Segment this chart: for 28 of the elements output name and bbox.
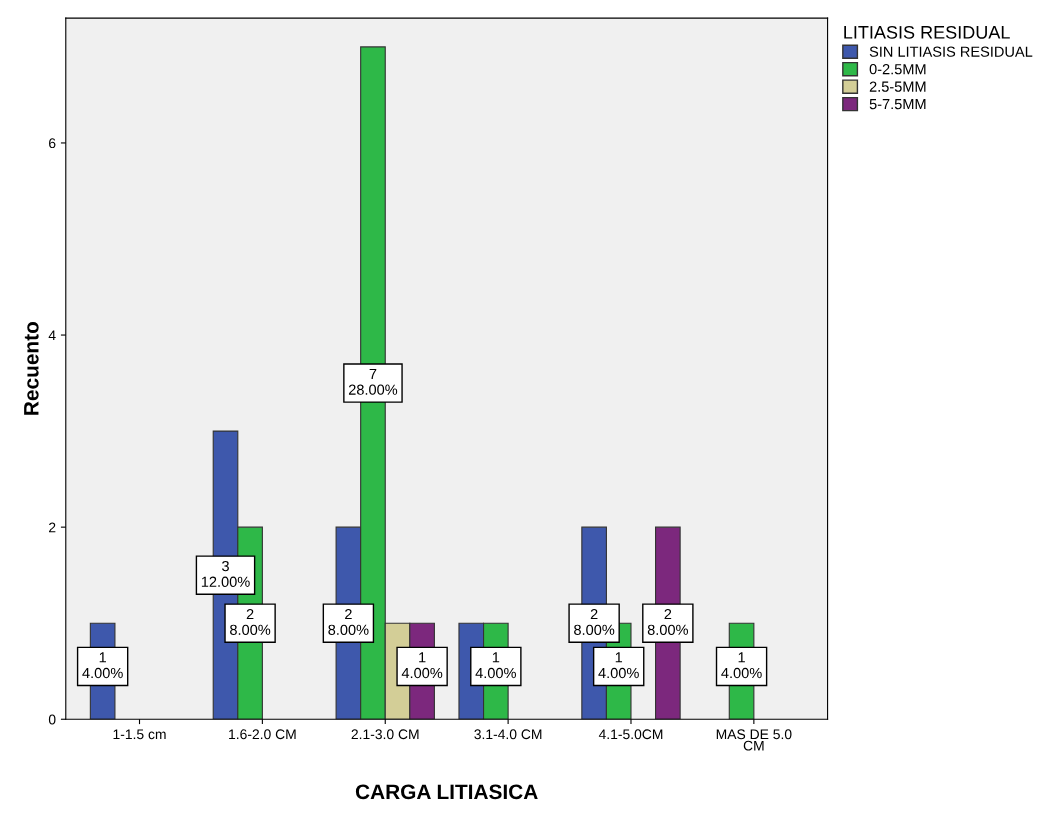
y-tick-label: 2 xyxy=(49,522,56,533)
legend-label: 0-2.5MM xyxy=(869,64,926,75)
y-axis-title: Recuento xyxy=(24,322,39,415)
data-label: 2 8.00% xyxy=(574,608,615,635)
x-tick-label: 3.1-4.0 CM xyxy=(474,729,542,740)
data-label: 1 4.00% xyxy=(721,652,762,679)
x-tick-label: 1.6-2.0 CM xyxy=(229,729,296,740)
x-tick-label: 1-1.5 cm xyxy=(113,729,166,740)
data-label: 3 12.00% xyxy=(201,560,250,587)
x-tick-label: MAS DE 5.0 CM xyxy=(716,729,792,751)
data-label: 2 8.00% xyxy=(647,608,689,635)
legend-label: SIN LITIASIS RESIDUAL xyxy=(869,46,1033,57)
x-tick-label: 2.1-3.0 CM xyxy=(351,729,419,740)
legend-title: LITIASIS RESIDUAL xyxy=(844,25,1010,39)
data-label: 2 8.00% xyxy=(230,608,271,635)
data-label: 1 4.00% xyxy=(475,652,516,679)
y-tick-label: 6 xyxy=(49,138,56,149)
data-label: 1 4.00% xyxy=(598,652,639,679)
data-label: 1 4.00% xyxy=(401,652,443,679)
data-label: 2 8.00% xyxy=(328,608,369,635)
y-tick-label: 4 xyxy=(48,330,56,341)
x-tick-label: 4.1-5.0CM xyxy=(598,729,663,740)
x-axis-title: CARGA LITIASICA xyxy=(355,784,538,800)
data-label: 7 28.00% xyxy=(348,368,398,395)
legend-label: 2.5-5MM xyxy=(869,81,926,92)
data-label: 1 4.00% xyxy=(82,652,123,679)
legend-label: 5-7.5MM xyxy=(869,99,926,110)
y-tick-label: 0 xyxy=(48,714,56,725)
